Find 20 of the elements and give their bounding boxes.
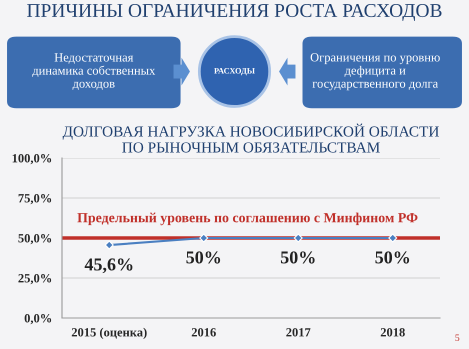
x-tick-label: 2015 (оценка) [72, 328, 147, 340]
text: Недостаточная динамика собственных доходов [32, 53, 156, 90]
data-label: 50% [375, 251, 410, 264]
text: Ограничения по уровню дефицита и государственного долга [310, 53, 440, 90]
x-tick-label: 2017 [286, 328, 310, 337]
x-tick-label: 2018 [380, 328, 405, 337]
y-tick-label: 0,0% [24, 314, 52, 324]
data-label: 50% [186, 251, 220, 264]
y-tick-label: 25,0% [18, 274, 52, 284]
data-label: 45,6% [84, 258, 132, 274]
text: 5 [455, 334, 460, 341]
text: ПРИЧИНЫ ОГРАНИЧЕНИЯ РОСТА РАСХОДОВ [27, 4, 442, 22]
y-tick-label: 50,0% [18, 234, 52, 244]
text: РАСХОДЫ [214, 68, 255, 76]
y-tick-label: 100,0% [12, 154, 52, 164]
chart-title: ДОЛГОВАЯ НАГРУЗКА НОВОСИБИРСКОЙ ОБЛАСТИ ПО РЫНОЧНЫМ ОБЯЗАТЕЛЬСТВАМ [62, 124, 439, 153]
y-tick-label: 75,0% [18, 194, 52, 204]
ref-line-label: Предельный уровень по соглашению с Минфином РФ [77, 212, 418, 226]
data-label: 50% [280, 251, 315, 264]
x-tick-label: 2016 [192, 328, 216, 337]
